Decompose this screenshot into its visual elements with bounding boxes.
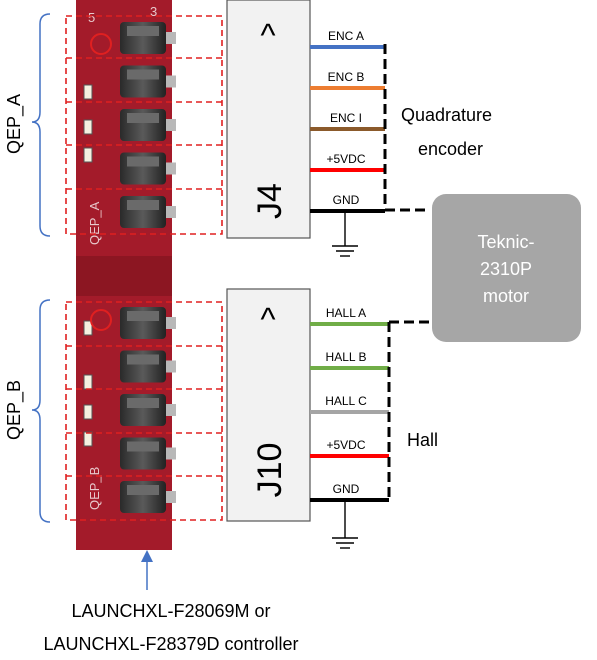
qep-b-pin-top-5: [127, 485, 159, 495]
qep-a-pin-tip-2: [166, 75, 176, 88]
pin1-marker-qep-b: [90, 309, 112, 331]
qep-a-pin-tip-1: [166, 32, 176, 44]
j4-arrow: ^: [260, 17, 275, 53]
pin1-marker-qep-a: [90, 33, 112, 55]
qep-a-pin-top-1: [127, 26, 159, 36]
j4-wire-label-2: ENC B: [328, 70, 365, 84]
motor-block: [432, 194, 581, 342]
qep-a-pin-tip-3: [166, 119, 176, 131]
silk-pin-5: 5: [88, 10, 95, 25]
j10-connector: [226, 288, 311, 522]
j10-wire-label-1: HALL A: [326, 306, 366, 320]
j4-wire-label-1: ENC A: [328, 29, 364, 43]
qep-a-pin-top-5: [127, 200, 159, 210]
j10-wire-label-2: HALL B: [326, 350, 367, 364]
header-pins-bottom: [120, 307, 176, 513]
j4-wires: ENC A ENC B ENC I +5VDC GND: [310, 29, 385, 213]
j10-label: J10: [251, 443, 289, 498]
qep-b-pin-tip-2: [166, 360, 176, 373]
qep-b-pin-top-4: [127, 441, 159, 452]
j4-label: J4: [251, 183, 289, 219]
qep-a-pin-top-2: [127, 69, 159, 80]
j4-connector: [226, 0, 311, 239]
quadrature-label-line1: Quadrature: [401, 105, 492, 125]
qep-b-pin-top-1: [127, 311, 159, 321]
silk-qep-a: QEP_A: [87, 201, 102, 245]
ground-symbol-bottom: [332, 501, 358, 549]
qep-b-brace: [31, 299, 51, 523]
silk-qep-b: QEP_B: [87, 467, 102, 510]
j4-wire-label-3: ENC I: [330, 111, 362, 125]
qep-b-pin-outlines: [65, 301, 223, 521]
silk-pin-3: 3: [150, 4, 157, 19]
quadrature-label-line2: encoder: [418, 139, 483, 159]
qep-b-pin-tip-1: [166, 317, 176, 329]
hall-label: Hall: [407, 430, 438, 450]
qep-a-pin-top-4: [127, 156, 159, 167]
motor-label-line1: Teknic-: [477, 232, 534, 252]
qep-b-label: QEP_B: [4, 380, 25, 440]
qep-b-pin-tip-5: [166, 491, 176, 503]
j4-wire-label-4: +5VDC: [326, 152, 365, 166]
controller-caption-line1: LAUNCHXL-F28069M or: [71, 601, 270, 621]
qep-a-pin-tip-4: [166, 162, 176, 175]
j10-wires: HALL A HALL B HALL C +5VDC GND: [310, 306, 389, 502]
board-gap: [76, 256, 172, 296]
j10-wire-label-5: GND: [333, 482, 360, 496]
board-pads: [83, 84, 93, 447]
j4-wire-label-5: GND: [333, 193, 360, 207]
motor-label-line3: motor: [483, 286, 529, 306]
j10-arrow: ^: [260, 301, 275, 337]
qep-a-pin-tip-5: [166, 206, 176, 218]
j10-wire-label-4: +5VDC: [326, 438, 365, 452]
qep-b-pin-top-3: [127, 398, 159, 408]
motor-label-line2: 2310P: [480, 259, 532, 279]
qep-a-pin-outlines: [65, 15, 223, 235]
qep-a-brace: [31, 13, 51, 237]
qep-a-label: QEP_A: [4, 94, 25, 154]
qep-b-pin-tip-4: [166, 447, 176, 460]
header-pins-top: [120, 22, 176, 228]
ground-symbol-top: [332, 210, 358, 257]
qep-b-pin-top-2: [127, 354, 159, 365]
controller-pointer-arrowhead: [141, 550, 153, 562]
controller-caption-line2: LAUNCHXL-F28379D controller: [43, 634, 298, 654]
j10-wire-label-3: HALL C: [325, 394, 367, 408]
qep-a-pin-top-3: [127, 113, 159, 123]
qep-b-pin-tip-3: [166, 404, 176, 416]
